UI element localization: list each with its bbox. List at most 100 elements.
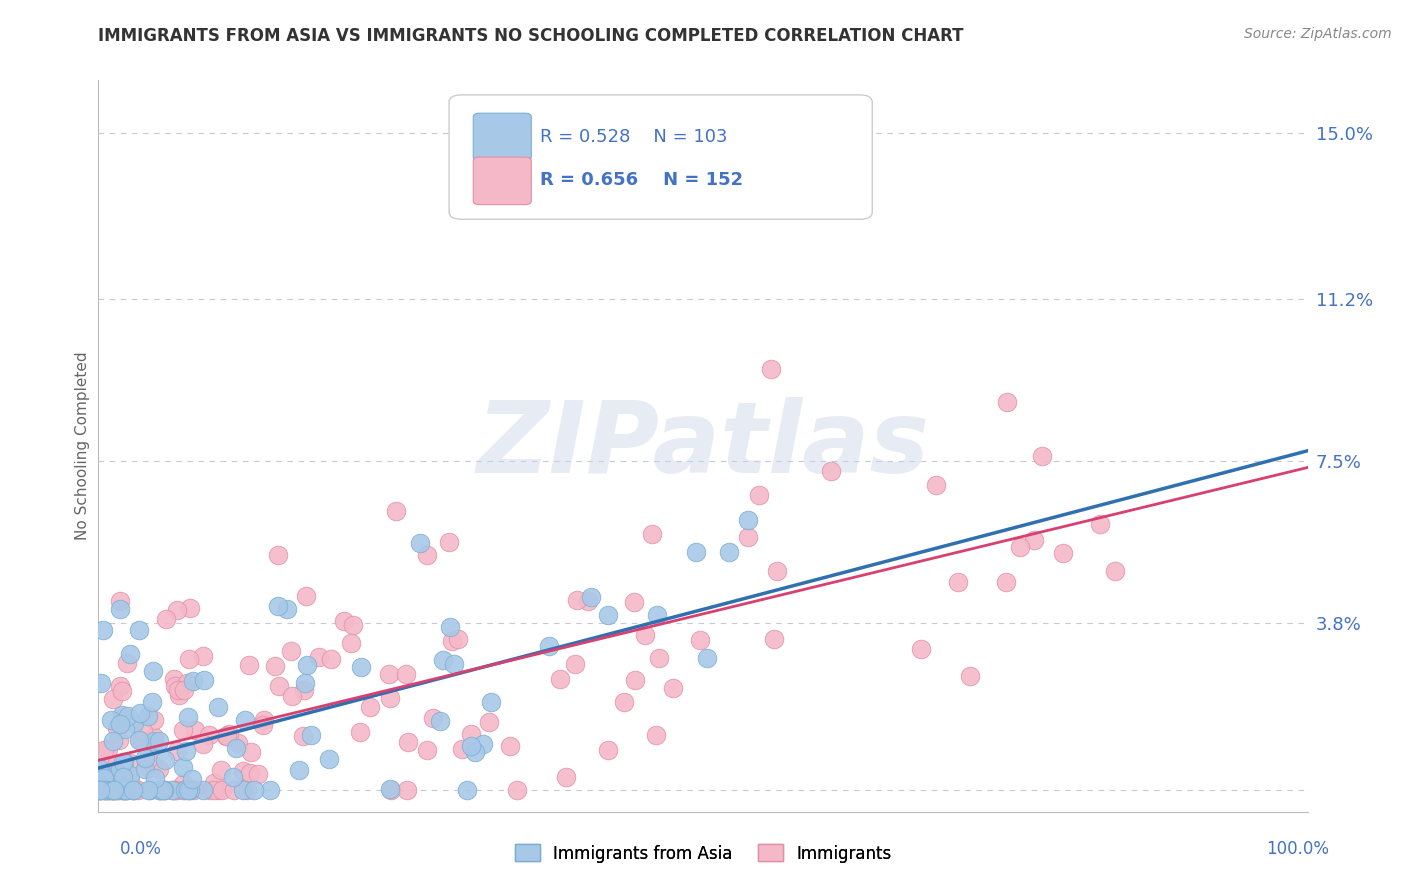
Point <box>1024 533 1046 548</box>
Point <box>97 782 120 797</box>
Point <box>176 676 198 690</box>
Text: R = 0.656    N = 152: R = 0.656 N = 152 <box>540 171 742 189</box>
Point <box>148 762 170 776</box>
Text: R = 0.528    N = 103: R = 0.528 N = 103 <box>540 128 727 145</box>
Point <box>152 782 174 797</box>
Point <box>177 782 200 797</box>
Point <box>134 750 156 764</box>
Point <box>122 782 145 797</box>
Point <box>103 782 125 797</box>
Point <box>222 770 245 784</box>
Point <box>129 733 152 747</box>
Text: ZIPatlas: ZIPatlas <box>477 398 929 494</box>
Point <box>471 737 494 751</box>
Point <box>87 782 110 797</box>
Point <box>450 742 472 756</box>
Point <box>1104 564 1126 578</box>
Point <box>89 764 111 779</box>
Point <box>396 735 419 749</box>
Point <box>266 599 288 613</box>
Point <box>114 723 136 737</box>
Point <box>408 536 430 550</box>
Point <box>395 782 418 797</box>
Point <box>139 782 162 797</box>
Point <box>233 713 256 727</box>
Point <box>179 600 201 615</box>
Point <box>247 767 270 781</box>
Point <box>349 725 371 739</box>
Point <box>91 623 114 637</box>
Point <box>143 734 166 748</box>
Point <box>360 699 382 714</box>
Point <box>181 772 204 786</box>
Point <box>98 782 121 797</box>
Point <box>737 530 759 544</box>
Point <box>105 721 128 735</box>
Point <box>110 593 132 607</box>
Point <box>89 782 111 797</box>
Point <box>101 782 124 797</box>
Point <box>152 782 174 797</box>
Point <box>1008 540 1031 554</box>
Point <box>172 777 194 791</box>
Point <box>238 657 260 672</box>
Point <box>236 782 259 797</box>
Point <box>105 782 128 797</box>
Point <box>93 743 115 757</box>
Point <box>350 660 373 674</box>
Point <box>198 728 221 742</box>
Point <box>136 782 159 797</box>
Point <box>142 664 165 678</box>
Text: IMMIGRANTS FROM ASIA VS IMMIGRANTS NO SCHOOLING COMPLETED CORRELATION CHART: IMMIGRANTS FROM ASIA VS IMMIGRANTS NO SC… <box>98 27 965 45</box>
Point <box>115 782 138 797</box>
Point <box>288 763 311 777</box>
Point <box>179 782 201 797</box>
Point <box>294 675 316 690</box>
Point <box>994 575 1017 590</box>
Point <box>149 782 172 797</box>
Point <box>121 782 143 797</box>
Point <box>613 695 636 709</box>
Point <box>173 683 195 698</box>
Point <box>193 673 215 688</box>
Point <box>111 684 134 698</box>
Point <box>112 782 135 797</box>
Point <box>416 743 439 757</box>
Point <box>107 733 129 747</box>
Point <box>380 782 402 797</box>
Point <box>122 715 145 730</box>
Point <box>380 781 402 796</box>
Point <box>252 717 274 731</box>
Point <box>128 732 150 747</box>
Point <box>1088 516 1111 531</box>
Point <box>114 782 136 797</box>
Point <box>167 683 190 698</box>
Point <box>117 782 139 797</box>
Point <box>596 743 619 757</box>
Point <box>162 782 184 797</box>
Point <box>263 658 285 673</box>
Point <box>166 744 188 758</box>
Point <box>318 751 340 765</box>
Point <box>623 595 645 609</box>
Point <box>96 782 118 797</box>
Point <box>211 782 233 797</box>
Point <box>112 755 135 769</box>
FancyBboxPatch shape <box>449 95 872 219</box>
Point <box>193 737 215 751</box>
Point <box>96 774 118 789</box>
FancyBboxPatch shape <box>474 113 531 161</box>
FancyBboxPatch shape <box>474 157 531 204</box>
Point <box>550 673 572 687</box>
Point <box>342 617 364 632</box>
Point <box>105 756 128 770</box>
Point <box>90 782 112 797</box>
Point <box>598 608 620 623</box>
Point <box>340 636 363 650</box>
Point <box>297 657 319 672</box>
Point <box>115 656 138 670</box>
Point <box>93 771 115 785</box>
Point <box>576 594 599 608</box>
Point <box>97 742 120 756</box>
Point <box>98 760 121 774</box>
